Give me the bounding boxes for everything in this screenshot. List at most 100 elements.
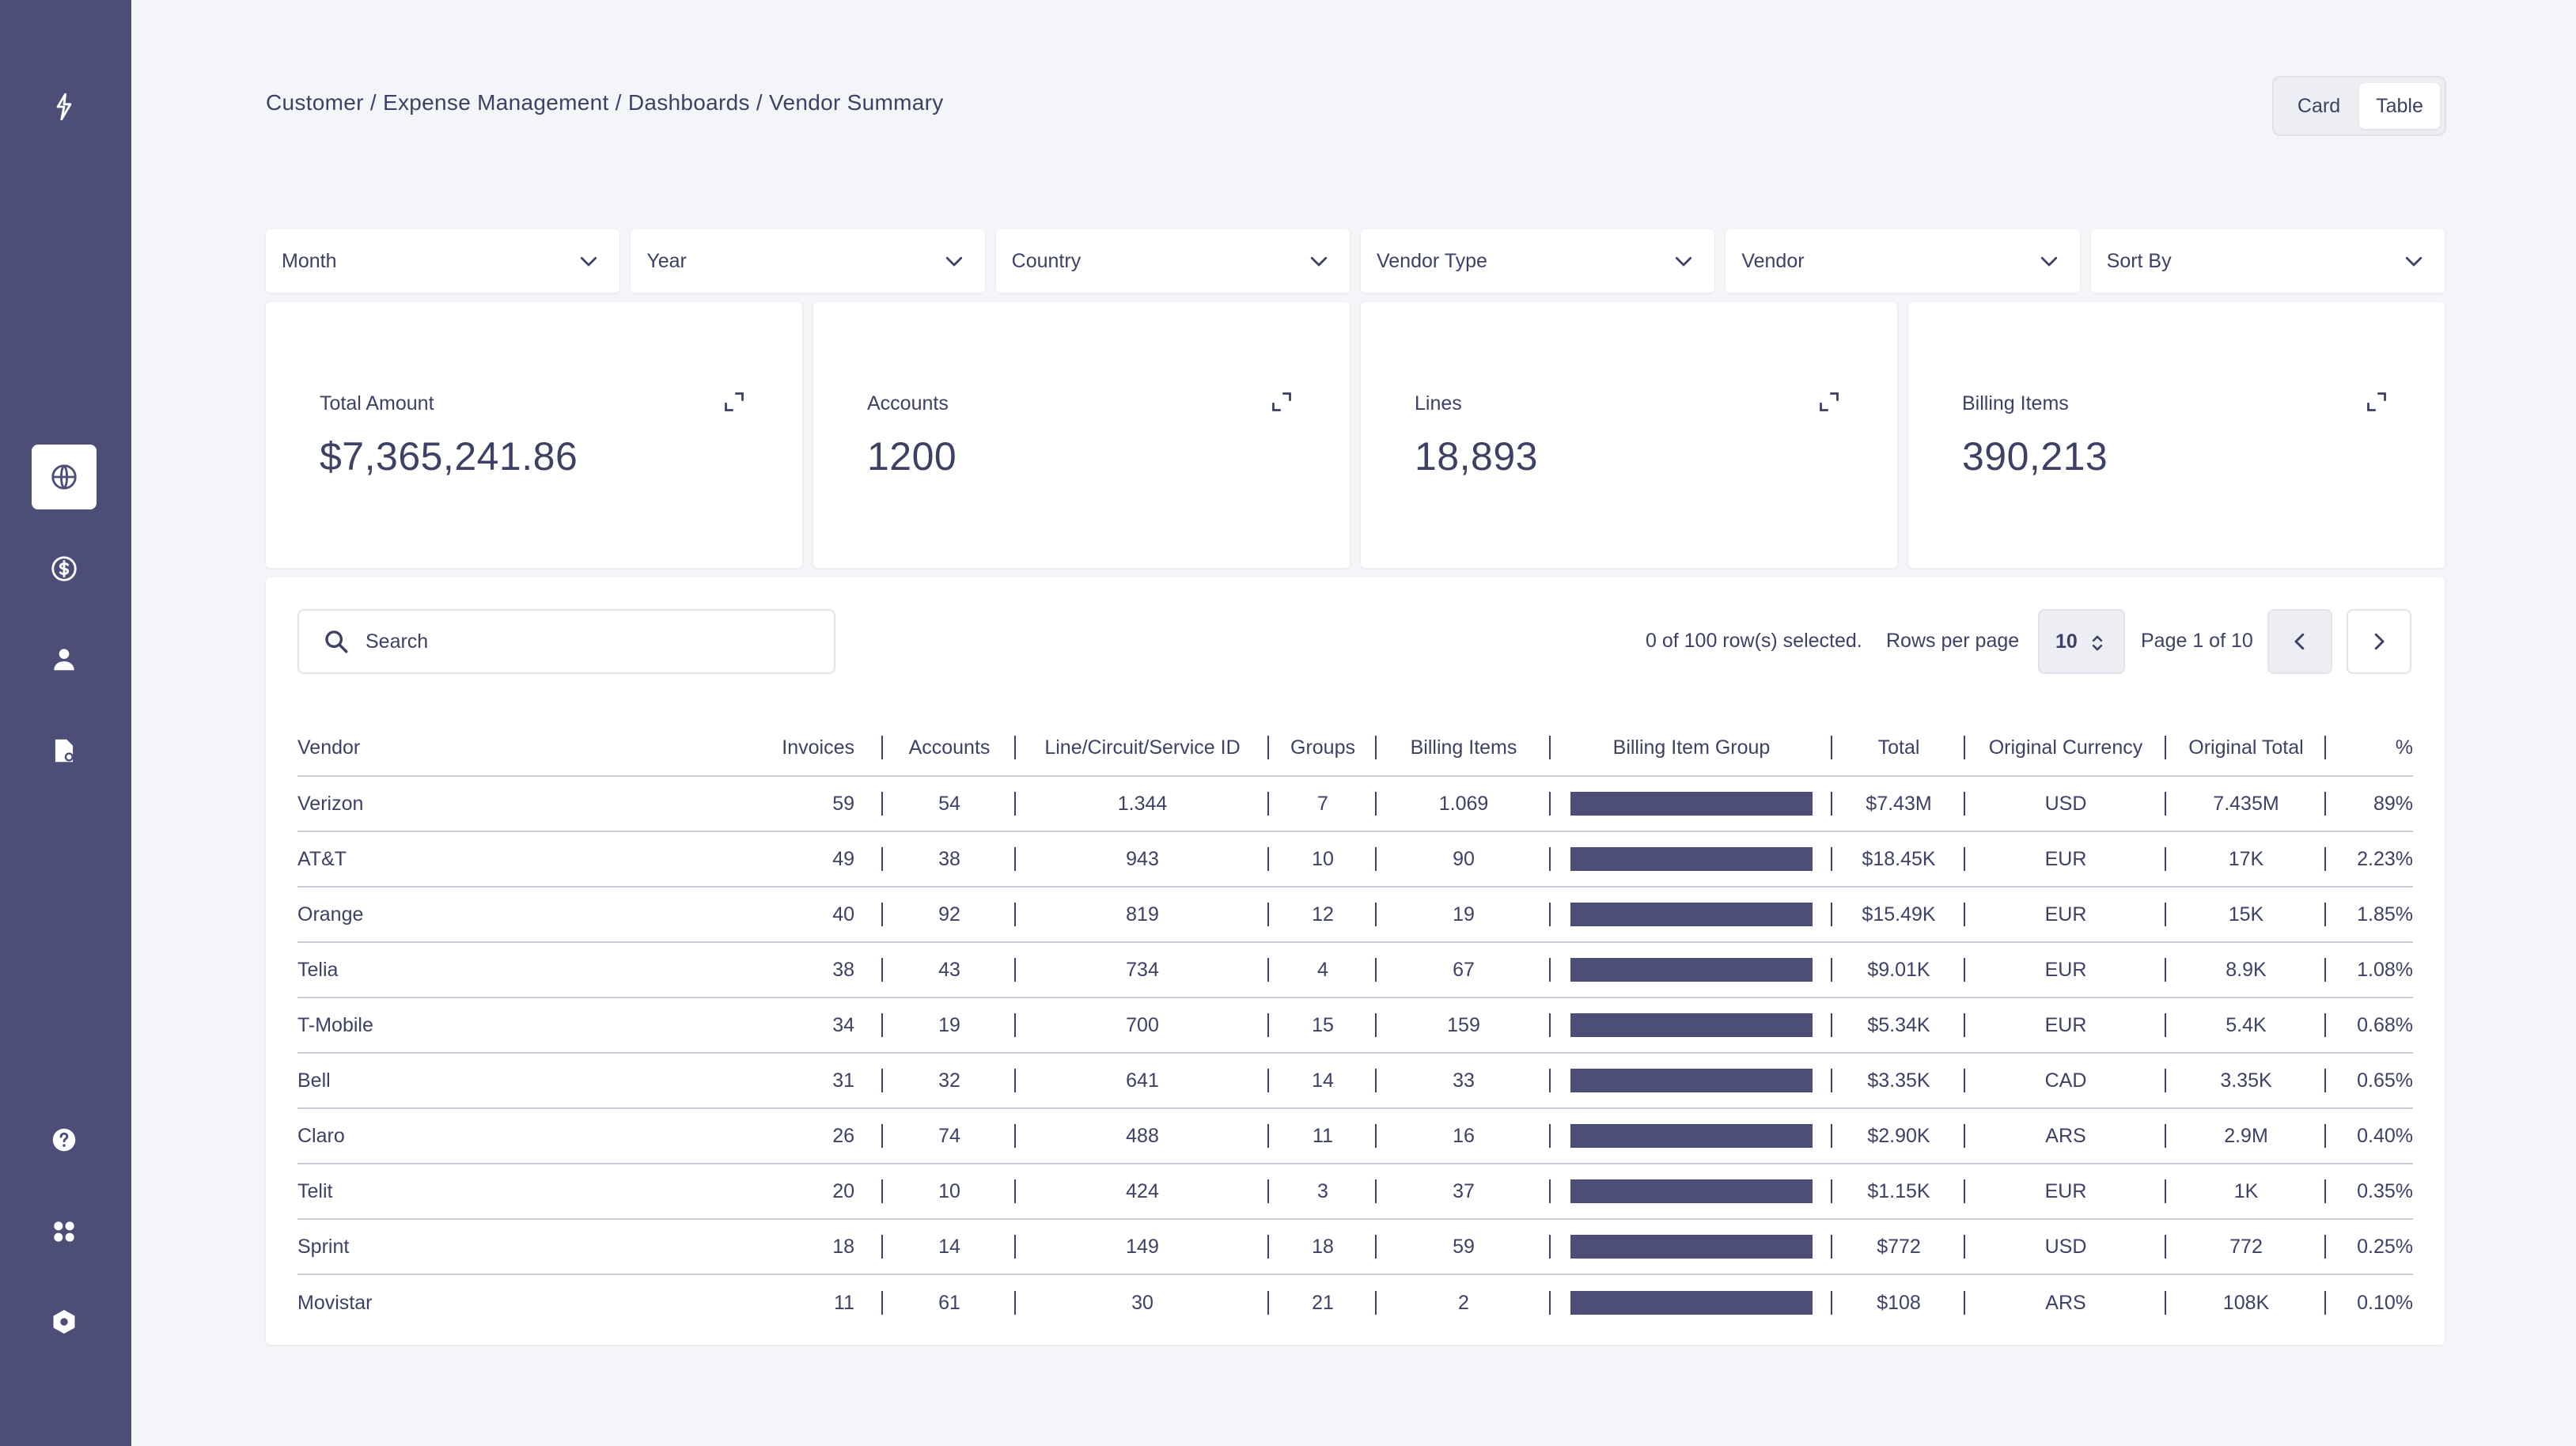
cell-total: $772 xyxy=(1832,1220,1965,1274)
rows-per-page-select[interactable]: 10 xyxy=(2038,609,2125,674)
stat-card-billing-items: Billing Items 390,213 xyxy=(1908,302,2445,568)
cell-percent: 1.08% xyxy=(2357,958,2413,981)
question-circle-icon[interactable] xyxy=(32,1107,97,1172)
column-header-original-currency[interactable]: Original Currency xyxy=(1965,720,2166,775)
year-filter[interactable]: Year xyxy=(631,229,985,293)
cell-invoices: 40 xyxy=(741,888,883,941)
search-box[interactable] xyxy=(297,609,835,674)
search-icon xyxy=(325,630,348,653)
cell-invoices: 31 xyxy=(741,1054,883,1107)
column-header-groups[interactable]: Groups xyxy=(1269,720,1377,775)
cell-billing-items: 16 xyxy=(1377,1109,1551,1163)
cell-original-total: 5.4K xyxy=(2166,998,2326,1052)
document-settings-icon[interactable] xyxy=(32,718,97,783)
previous-page-button[interactable] xyxy=(2267,609,2332,674)
bolt-icon[interactable] xyxy=(32,74,97,139)
sidebar xyxy=(0,0,131,1446)
column-header-invoices[interactable]: Invoices xyxy=(741,720,883,775)
cell-groups: 15 xyxy=(1269,998,1377,1052)
expand-icon[interactable] xyxy=(723,391,745,413)
search-input[interactable] xyxy=(366,630,809,653)
cell-percent: 0.40% xyxy=(2357,1124,2413,1147)
column-header-vendor[interactable]: Vendor xyxy=(297,736,361,759)
hexagon-gear-icon[interactable] xyxy=(32,1289,97,1354)
cell-billing-items: 19 xyxy=(1377,888,1551,941)
month-filter[interactable]: Month xyxy=(266,229,620,293)
cell-vendor: Movistar xyxy=(297,1291,373,1314)
cell-original-total: 2.9M xyxy=(2166,1109,2326,1163)
cell-vendor: Orange xyxy=(297,903,364,926)
year-filter-label: Year xyxy=(646,249,687,272)
cell-billing-item-group xyxy=(1551,888,1832,941)
cell-vendor: Verizon xyxy=(297,792,364,815)
card-view-button[interactable]: Card xyxy=(2297,94,2341,117)
cell-billing-item-group xyxy=(1551,1275,1832,1331)
user-icon[interactable] xyxy=(32,626,97,691)
cell-accounts: 19 xyxy=(883,998,1016,1052)
vendor-filter[interactable]: Vendor xyxy=(1726,229,2080,293)
cell-original-currency: EUR xyxy=(1965,943,2166,997)
country-filter[interactable]: Country xyxy=(995,229,1350,293)
cell-invoices: 20 xyxy=(741,1164,883,1218)
chevron-down-icon xyxy=(1310,256,1328,267)
globe-icon[interactable] xyxy=(32,445,97,509)
cell-line-id: 819 xyxy=(1016,888,1269,941)
cell-groups: 10 xyxy=(1269,832,1377,886)
dollar-circle-icon[interactable] xyxy=(32,536,97,601)
sort-by-filter-label: Sort By xyxy=(2106,249,2172,272)
table-row[interactable]: AT&T 49 38 943 10 90 $18.45K EUR 17K 2.2… xyxy=(297,832,2413,888)
cell-vendor: Sprint xyxy=(297,1235,350,1258)
grid-icon[interactable] xyxy=(32,1199,97,1264)
cell-total: $7.43M xyxy=(1832,777,1965,831)
selection-info: 0 of 100 row(s) selected. xyxy=(1646,630,1862,652)
cell-invoices: 49 xyxy=(741,832,883,886)
expand-icon[interactable] xyxy=(1271,391,1293,413)
chevron-left-icon xyxy=(2294,633,2305,650)
column-header-accounts[interactable]: Accounts xyxy=(883,720,1016,775)
column-header-percent[interactable]: % xyxy=(2395,736,2413,759)
cell-accounts: 43 xyxy=(883,943,1016,997)
next-page-button[interactable] xyxy=(2347,609,2411,674)
chevron-down-icon xyxy=(2040,256,2057,267)
cell-vendor: Claro xyxy=(297,1124,345,1147)
sort-by-filter[interactable]: Sort By xyxy=(2090,229,2445,293)
cell-billing-item-group xyxy=(1551,832,1832,886)
cell-groups: 4 xyxy=(1269,943,1377,997)
billing-item-group-bar xyxy=(1570,903,1813,926)
table-view-button[interactable]: Table xyxy=(2359,83,2440,129)
table-row[interactable]: T-Mobile 34 19 700 15 159 $5.34K EUR 5.4… xyxy=(297,998,2413,1054)
table-row[interactable]: Verizon 59 54 1.344 7 1.069 $7.43M USD 7… xyxy=(297,777,2413,832)
billing-item-group-bar xyxy=(1570,792,1813,816)
table-row[interactable]: Telia 38 43 734 4 67 $9.01K EUR 8.9K 1.0… xyxy=(297,943,2413,998)
table-row[interactable]: Movistar 11 61 30 21 2 $108 ARS 108K 0.1… xyxy=(297,1275,2413,1331)
cell-accounts: 61 xyxy=(883,1275,1016,1331)
expand-icon[interactable] xyxy=(1818,391,1840,413)
column-header-total[interactable]: Total xyxy=(1832,720,1965,775)
table-row[interactable]: Sprint 18 14 149 18 59 $772 USD 772 0.25… xyxy=(297,1220,2413,1275)
filter-bar: Month Year Country Vendor Type Vendor So… xyxy=(266,229,2445,293)
billing-item-group-bar xyxy=(1570,958,1813,982)
table-row[interactable]: Bell 31 32 641 14 33 $3.35K CAD 3.35K 0.… xyxy=(297,1054,2413,1109)
cell-line-id: 488 xyxy=(1016,1109,1269,1163)
cell-vendor: AT&T xyxy=(297,847,347,870)
breadcrumb: Customer / Expense Management / Dashboar… xyxy=(266,90,944,115)
rows-per-page-label: Rows per page xyxy=(1886,630,2020,652)
column-header-original-total[interactable]: Original Total xyxy=(2166,720,2326,775)
cell-original-total: 7.435M xyxy=(2166,777,2326,831)
cell-percent: 0.35% xyxy=(2357,1179,2413,1202)
table-row[interactable]: Orange 40 92 819 12 19 $15.49K EUR 15K 1… xyxy=(297,888,2413,943)
table-row[interactable]: Telit 20 10 424 3 37 $1.15K EUR 1K 0.35% xyxy=(297,1164,2413,1220)
cell-total: $18.45K xyxy=(1832,832,1965,886)
expand-icon[interactable] xyxy=(2366,391,2388,413)
cell-invoices: 38 xyxy=(741,943,883,997)
cell-accounts: 38 xyxy=(883,832,1016,886)
column-header-line-id[interactable]: Line/Circuit/Service ID xyxy=(1016,720,1269,775)
table-row[interactable]: Claro 26 74 488 11 16 $2.90K ARS 2.9M 0.… xyxy=(297,1109,2413,1164)
cell-groups: 18 xyxy=(1269,1220,1377,1274)
column-header-billing-items[interactable]: Billing Items xyxy=(1377,720,1551,775)
stat-value: 1200 xyxy=(867,434,957,479)
cell-percent: 0.10% xyxy=(2357,1291,2413,1314)
cell-line-id: 700 xyxy=(1016,998,1269,1052)
column-header-billing-item-group[interactable]: Billing Item Group xyxy=(1551,720,1832,775)
vendor-type-filter[interactable]: Vendor Type xyxy=(1360,229,1715,293)
